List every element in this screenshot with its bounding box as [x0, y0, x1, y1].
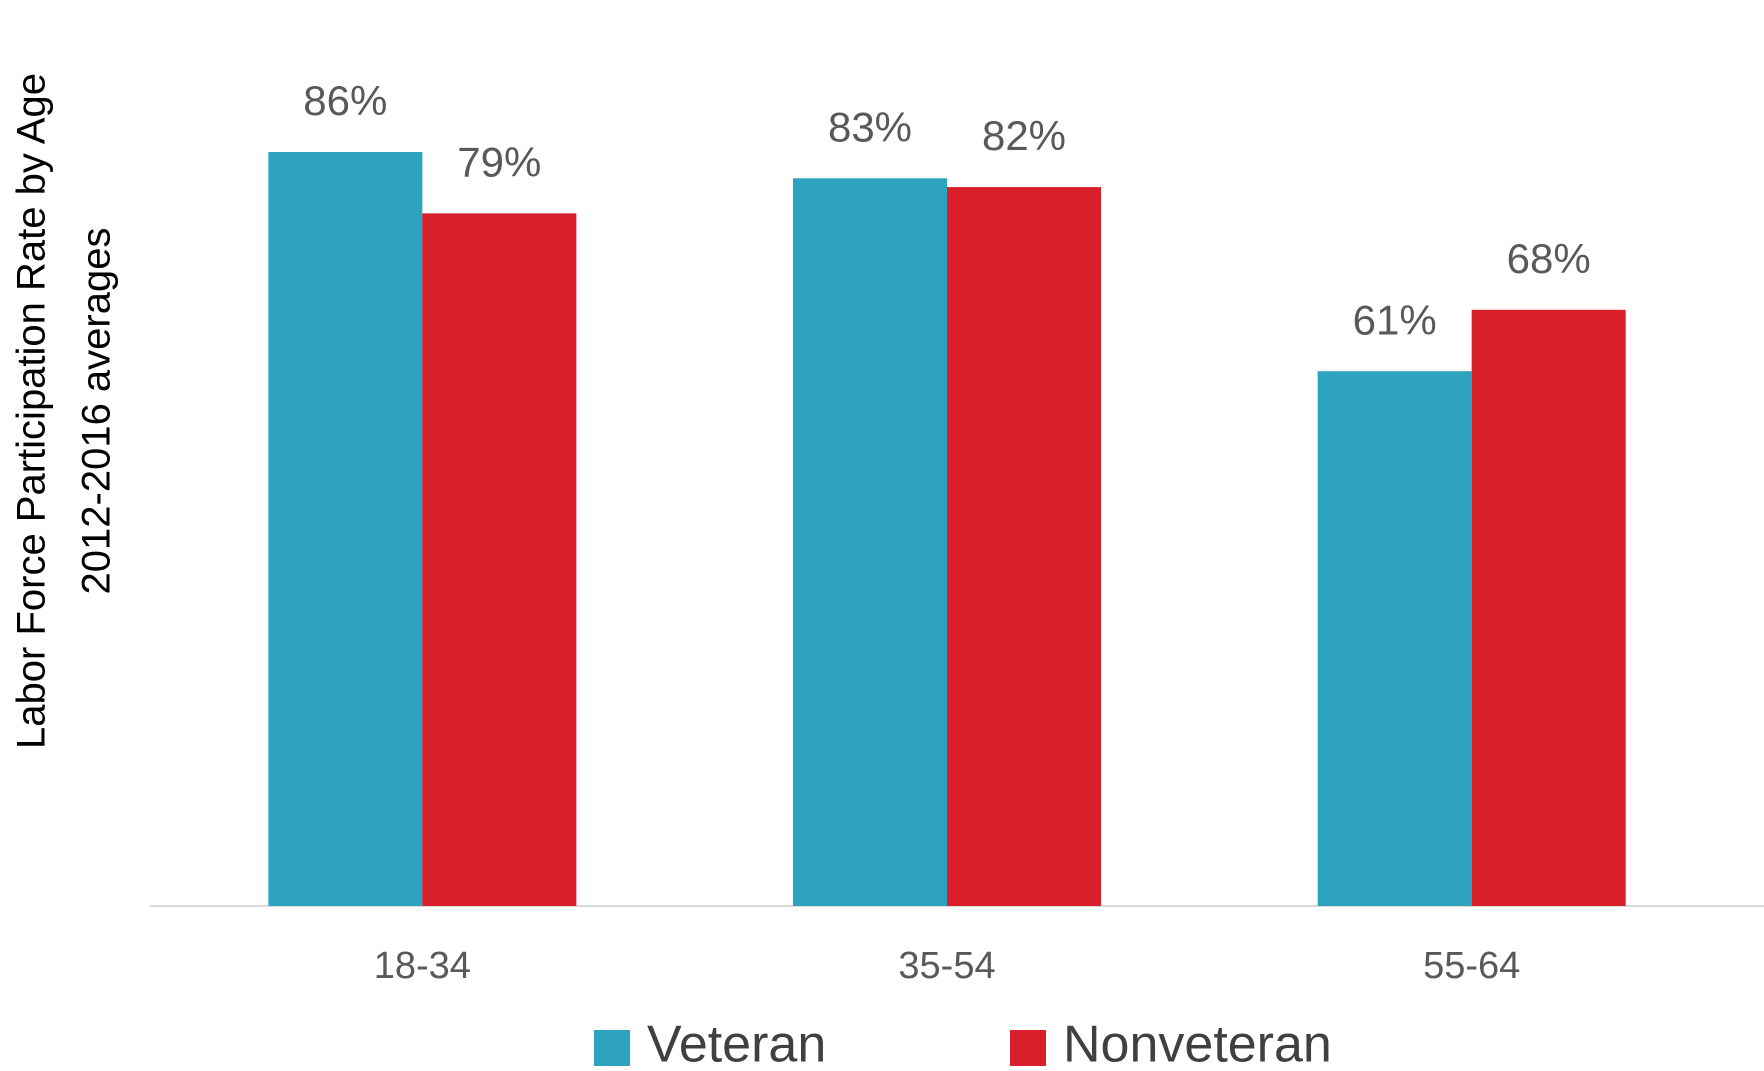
legend-swatch — [594, 1030, 630, 1066]
bar — [793, 178, 947, 907]
data-label: 79% — [457, 138, 541, 185]
y-axis-title-line: Labor Force Participation Rate by Age — [10, 73, 54, 749]
bar — [422, 213, 577, 907]
legend-label: Nonveteran — [1063, 1016, 1332, 1071]
bar — [947, 187, 1101, 906]
data-label: 61% — [1353, 296, 1437, 343]
bar — [268, 152, 423, 906]
bar — [1471, 309, 1626, 906]
y-axis-title-line: 2012-2016 averages — [75, 228, 119, 595]
data-label: 83% — [828, 103, 912, 150]
x-tick-label: 35-54 — [898, 945, 995, 987]
data-label: 82% — [982, 112, 1066, 159]
legend-swatch — [1010, 1030, 1046, 1066]
bar — [1317, 371, 1472, 906]
data-label: 68% — [1507, 235, 1591, 282]
x-tick-label: 18-34 — [374, 945, 471, 987]
y-axis-title: Labor Force Participation Rate by Age 20… — [10, 73, 119, 749]
legend-label: Veteran — [647, 1016, 826, 1071]
x-tick-label: 55-64 — [1423, 945, 1520, 987]
data-label: 86% — [303, 77, 387, 124]
